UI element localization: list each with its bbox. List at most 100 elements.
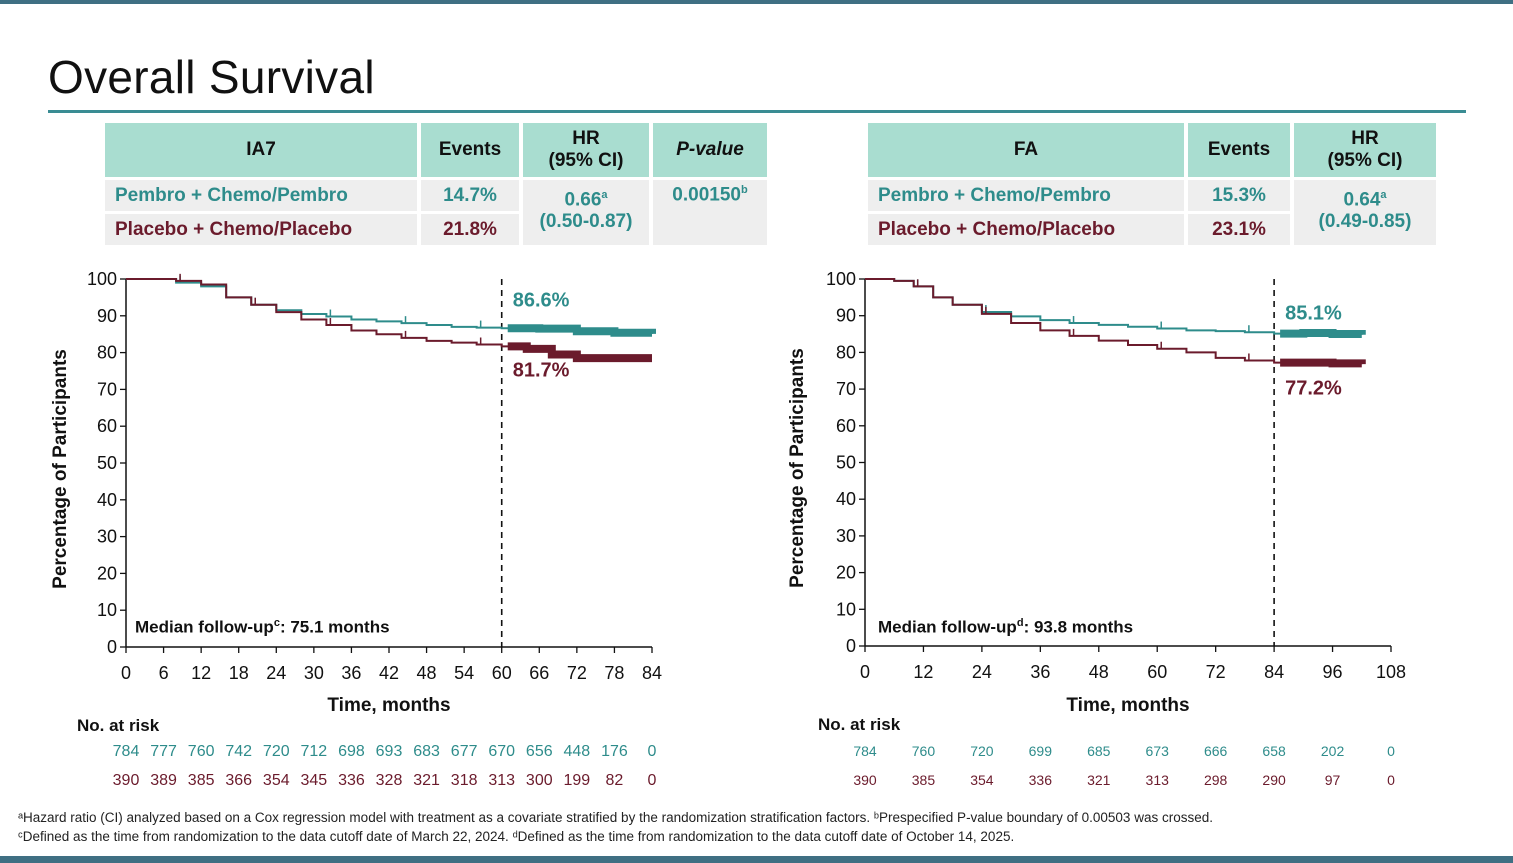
- left-risk-pembro: 784: [112, 743, 140, 760]
- left-risk-pembro: 698: [338, 743, 365, 760]
- right-x-tick-label: 72: [1206, 662, 1226, 682]
- right-risk-placebo: 97: [1324, 772, 1341, 788]
- left-risk-pembro: 777: [150, 743, 177, 760]
- left-risk-pembro: 670: [488, 743, 516, 760]
- pvalue-cell: 0.00150b: [653, 180, 767, 245]
- pvalue-sup: b: [740, 184, 748, 196]
- right-y-tick-label: 70: [836, 379, 856, 399]
- left-risk-title: No. at risk: [77, 716, 160, 735]
- row-label-placebo: Placebo + Chemo/Placebo: [868, 214, 1184, 245]
- right-y-axis-title: Percentage of Participants: [787, 348, 808, 588]
- title-rule: [48, 110, 1466, 113]
- right-note-text: Median follow-up: [878, 617, 1017, 637]
- pvalue-value: 0.00150: [672, 184, 741, 206]
- left-chart: 0 10 20 30 40 50 60 70 80 90 100 0 6 12 18 24 30 36 42 48 54…: [50, 269, 662, 716]
- hr-ci: (0.50-0.87): [539, 211, 633, 233]
- right-y-tick-label: 50: [836, 453, 856, 473]
- left-x-tick-label: 78: [604, 663, 624, 683]
- hr-ci: (0.49-0.85): [1318, 211, 1412, 233]
- left-x-tick-label: 42: [379, 663, 399, 683]
- left-note-text: Median follow-up: [135, 617, 274, 637]
- row-label-pembro: Pembro + Chemo/Pembro: [868, 180, 1184, 211]
- events-pembro: 15.3%: [1188, 180, 1290, 211]
- hr-value: 0.66: [564, 189, 602, 211]
- left-x-tick-label: 66: [529, 663, 549, 683]
- right-y-tick-label: 60: [836, 416, 856, 436]
- left-x-tick-label: 24: [266, 663, 286, 683]
- table-header-events: Events: [1188, 123, 1290, 177]
- right-placebo-censor-band: [1280, 358, 1366, 368]
- hr-cell: 0.64a (0.49-0.85): [1294, 180, 1436, 245]
- right-risk-pembro: 673: [1145, 743, 1169, 759]
- table-header-hr: HR (95% CI): [523, 123, 649, 177]
- top-accent-bar: [0, 0, 1513, 4]
- left-risk-pembro: 683: [413, 743, 440, 760]
- left-risk-pembro: 712: [300, 743, 328, 760]
- left-risk-pembro: 448: [563, 743, 591, 760]
- right-pembro-censor-band: [1280, 328, 1366, 339]
- left-x-tick-label: 18: [229, 663, 249, 683]
- left-y-tick-label: 50: [97, 453, 117, 473]
- left-placebo-end-label: 81.7%: [513, 359, 570, 381]
- right-stats-table: FA Events HR (95% CI) Pembro + Chemo/Pem…: [864, 120, 1440, 248]
- left-y-tick-label: 60: [97, 416, 117, 436]
- right-y-tick-label: 20: [836, 563, 856, 583]
- right-y-tick-label: 10: [836, 599, 856, 619]
- left-pembro-censor-band: [507, 324, 656, 337]
- table-header-hr: HR (95% CI): [1294, 123, 1436, 177]
- right-pembro-end-label: 85.1%: [1285, 303, 1342, 325]
- hr-sup: a: [1380, 189, 1387, 201]
- right-y-tick-label: 0: [846, 636, 856, 656]
- left-x-tick-label: 0: [121, 663, 131, 683]
- right-x-tick-label: 108: [1376, 662, 1406, 682]
- right-risk-placebo: 321: [1087, 772, 1111, 788]
- right-risk-pembro: 658: [1262, 743, 1286, 759]
- left-note-value: : 75.1 months: [279, 617, 390, 637]
- events-placebo: 23.1%: [1188, 214, 1290, 245]
- left-risk-pembro: 0: [647, 743, 657, 760]
- hr-cell: 0.66a (0.50-0.87): [523, 180, 649, 245]
- right-x-axis-title: Time, months: [1066, 695, 1189, 716]
- left-y-tick-label: 90: [97, 306, 117, 326]
- left-risk-placebo: 366: [225, 772, 253, 789]
- left-y-tick-label: 40: [97, 490, 117, 510]
- hr-value: 0.64: [1343, 189, 1381, 211]
- right-y-tick-label: 80: [836, 342, 856, 362]
- left-risk-placebo: 318: [450, 772, 478, 789]
- left-risk-placebo: 300: [525, 772, 553, 789]
- right-y-tick-label: 30: [836, 526, 856, 546]
- right-x-tick-label: 84: [1264, 662, 1284, 682]
- right-x-tick-label: 96: [1323, 662, 1343, 682]
- right-x-tick-label: 24: [972, 662, 992, 682]
- right-x-tick-label: 48: [1089, 662, 1109, 682]
- left-x-tick-label: 72: [567, 663, 587, 683]
- left-risk-placebo: 385: [187, 772, 215, 789]
- right-x-tick-label: 36: [1030, 662, 1050, 682]
- right-risk-placebo: 385: [911, 772, 936, 788]
- right-risk-placebo: 336: [1028, 772, 1053, 788]
- left-x-tick-label: 60: [492, 663, 512, 683]
- left-note-sup: c: [273, 617, 280, 629]
- left-placebo-curve: [126, 278, 652, 360]
- right-risk-pembro: 685: [1087, 743, 1111, 759]
- left-risk-pembro: 742: [225, 743, 253, 760]
- right-risk-pembro: 784: [853, 743, 877, 759]
- right-placebo-end-label: 77.2%: [1285, 378, 1342, 400]
- left-median-followup: Median follow-upc: 75.1 months: [135, 617, 390, 638]
- footnote-2: ᶜDefined as the time from randomization …: [18, 829, 1015, 844]
- left-risk-pembro: 760: [187, 743, 215, 760]
- left-risk-placebo: 345: [300, 772, 328, 789]
- left-stats-table: IA7 Events HR (95% CI) P-value Pembro + …: [101, 120, 771, 248]
- left-x-tick-label: 30: [304, 663, 324, 683]
- right-risk-placebo: 298: [1203, 772, 1228, 788]
- left-x-tick-label: 36: [341, 663, 361, 683]
- table-header-events: Events: [421, 123, 519, 177]
- left-y-tick-label: 0: [107, 637, 117, 657]
- left-y-tick-label: 70: [97, 379, 117, 399]
- left-x-axis-title: Time, months: [327, 695, 450, 716]
- right-placebo-curve: [865, 278, 1363, 365]
- left-x-tick-label: 84: [642, 663, 662, 683]
- left-y-tick-label: 100: [87, 269, 117, 289]
- events-placebo: 21.8%: [421, 214, 519, 245]
